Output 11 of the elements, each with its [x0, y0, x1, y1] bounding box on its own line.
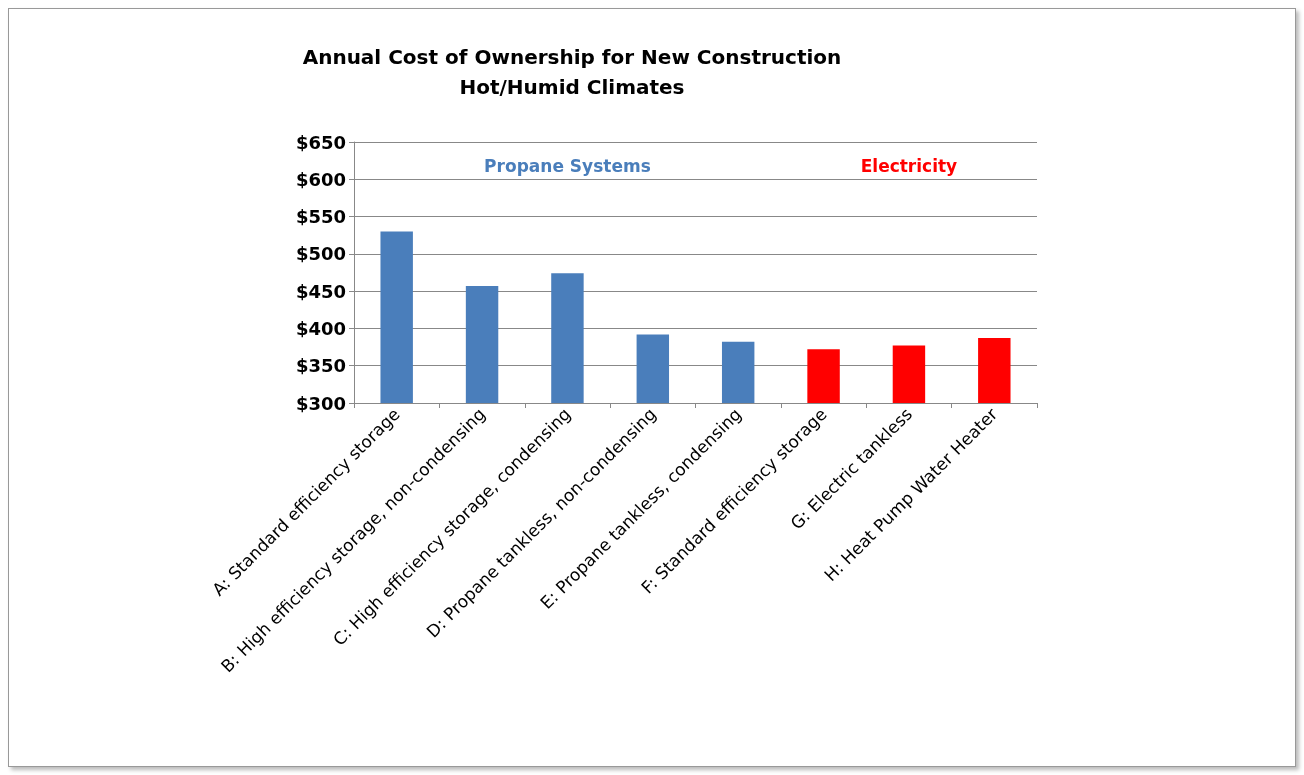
- annotation: Electricity: [860, 155, 958, 176]
- y-tick-label: $600: [295, 168, 346, 190]
- y-tick-label: $400: [295, 317, 346, 339]
- y-tick-label: $550: [295, 206, 346, 228]
- y-tick-label: $350: [295, 355, 346, 377]
- y-tick-label: $650: [295, 131, 346, 153]
- y-tick-label: $300: [295, 392, 346, 414]
- annotation: Propane Systems: [484, 155, 651, 176]
- y-tick-label: $500: [295, 243, 346, 265]
- y-tick-label: $450: [295, 280, 346, 302]
- chart-title: Annual Cost of Ownership for New Construction Hot/Humid Climates: [302, 45, 842, 99]
